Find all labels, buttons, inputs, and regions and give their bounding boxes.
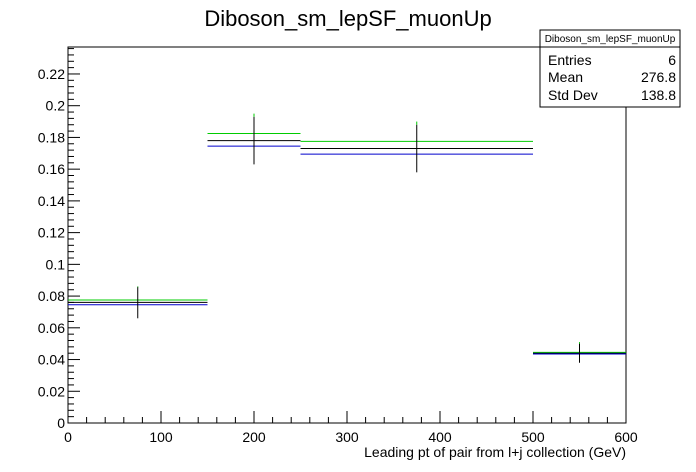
y-tick-label: 0.14 <box>38 193 65 209</box>
stats-mean-label: Mean <box>548 69 583 85</box>
x-axis: 0 100 200 300 400 500 600 <box>64 411 638 445</box>
stats-box: Diboson_sm_lepSF_muonUp Entries 6 Mean 2… <box>539 29 681 108</box>
y-tick-label: 0.16 <box>38 161 65 177</box>
y-tick-label: 0.04 <box>38 352 65 368</box>
x-tick-label: 0 <box>64 429 72 445</box>
x-tick-label: 100 <box>149 429 173 445</box>
x-tick-label: 600 <box>614 429 638 445</box>
y-tick-label: 0.18 <box>38 129 65 145</box>
stats-stddev-value: 138.8 <box>641 87 676 103</box>
x-axis-label: Leading pt of pair from l+j collection (… <box>364 444 626 460</box>
stats-entries-value: 6 <box>668 52 676 68</box>
stats-stddev-label: Std Dev <box>548 87 598 103</box>
y-tick-label: 0.06 <box>38 320 65 336</box>
x-tick-label: 500 <box>521 429 545 445</box>
y-axis: 0 0.02 0.04 0.06 0.08 0.1 0.12 0.14 0.16 0.18 0.2 0… <box>38 48 80 431</box>
chart-title: Diboson_sm_lepSF_muonUp <box>204 6 491 31</box>
y-tick-label: 0.12 <box>38 225 65 241</box>
stats-entries-label: Entries <box>548 52 592 68</box>
y-tick-label: 0.08 <box>38 288 65 304</box>
y-tick-label: 0.2 <box>46 98 66 114</box>
x-tick-label: 300 <box>335 429 359 445</box>
stats-box-title: Diboson_sm_lepSF_muonUp <box>545 34 676 45</box>
y-tick-label: 0.1 <box>46 256 66 272</box>
y-tick-label: 0.02 <box>38 383 65 399</box>
stats-box-frame <box>539 29 681 108</box>
y-tick-label: 0.22 <box>38 66 65 82</box>
error-bars <box>137 113 580 363</box>
x-tick-label: 400 <box>428 429 452 445</box>
y-tick-label: 0 <box>57 415 65 431</box>
x-tick-label: 200 <box>242 429 266 445</box>
stats-mean-value: 276.8 <box>641 69 676 85</box>
